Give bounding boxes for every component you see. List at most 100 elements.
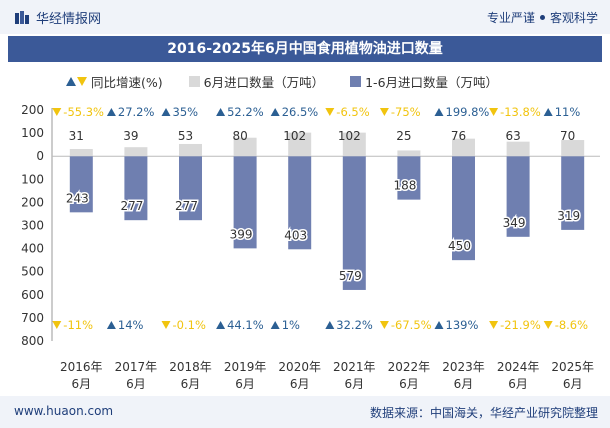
monthly-value-label: 76 (451, 129, 466, 143)
footer-url[interactable]: www.huaon.com (14, 404, 114, 418)
legend-growth-label: 同比增速(%) (91, 75, 163, 90)
top-bar: 华经情报网 专业严谨 客观科学 (0, 0, 610, 34)
x-tick-label: 6月 (181, 377, 201, 391)
legend-monthly: 6月进口数量（万吨） (188, 72, 325, 91)
x-tick-label: 2016年 (60, 360, 103, 374)
cumulative-value-label: 450 (448, 239, 471, 253)
cumulative-value-label: 403 (284, 228, 307, 242)
bar-monthly (342, 132, 366, 157)
footer-source: 数据来源：中国海关，华经产业研究院整理 (369, 406, 598, 420)
legend-growth: 同比增速(%) (66, 72, 163, 91)
y-tick-label: 600 (21, 288, 44, 302)
x-tick-label: 2018年 (169, 360, 212, 374)
monthly-value-label: 102 (338, 129, 361, 143)
growth-monthly-down-icon (52, 108, 62, 116)
monthly-value-label: 102 (283, 129, 306, 143)
x-tick-label: 6月 (399, 377, 419, 391)
growth-monthly-label: 35% (173, 105, 199, 119)
bar-monthly (397, 150, 421, 157)
cumulative-value-label: 349 (503, 216, 526, 230)
bar-monthly (69, 149, 93, 157)
bar-cumulative (397, 156, 421, 200)
cumulative-value-label: 243 (66, 191, 89, 205)
y-tick-label: 300 (21, 219, 44, 233)
growth-monthly-down-icon (379, 108, 389, 116)
growth-monthly-up-icon (216, 108, 226, 116)
bar-cumulative (452, 156, 475, 261)
y-tick-label: 0 (36, 149, 44, 163)
bar-cumulative (179, 156, 202, 221)
growth-monthly-label: -75% (391, 105, 421, 119)
x-tick-label: 6月 (126, 377, 146, 391)
growth-cumulative-label: -8.6% (555, 318, 588, 332)
growth-cumulative-down-icon (161, 321, 171, 329)
y-tick-label: 700 (21, 311, 44, 325)
growth-monthly-label: 11% (555, 105, 581, 119)
x-tick-label: 2021年 (333, 360, 376, 374)
bar-cumulative (124, 156, 148, 221)
cumulative-value-label: 579 (339, 269, 362, 283)
x-tick-label: 2017年 (115, 360, 158, 374)
growth-monthly-up-icon (106, 108, 116, 116)
growth-monthly-up-icon (543, 108, 553, 116)
cumulative-value-label: 277 (120, 199, 143, 213)
chart-title: 2016-2025年6月中国食用植物油进口数量 (8, 36, 602, 62)
growth-cumulative-label: 44.1% (227, 318, 264, 332)
x-tick-label: 2022年 (388, 360, 431, 374)
cumulative-value-label: 188 (393, 179, 416, 193)
growth-monthly-down-icon (325, 108, 335, 116)
growth-monthly-up-icon (434, 108, 444, 116)
bar-cumulative (69, 156, 93, 213)
growth-cumulative-label: -21.9% (500, 318, 541, 332)
legend-cumulative: 1-6月进口数量（万吨） (350, 72, 498, 91)
x-tick-label: 6月 (454, 377, 474, 391)
bar-monthly (506, 141, 530, 157)
triangle-down-icon (77, 77, 87, 86)
monthly-value-label: 70 (560, 129, 575, 143)
cumulative-value-label: 277 (175, 199, 198, 213)
slogan-left: 专业严谨 (486, 11, 535, 25)
x-tick-label: 6月 (508, 377, 528, 391)
growth-cumulative-label: 14% (118, 318, 144, 332)
y-tick-label: 500 (21, 265, 44, 279)
bar-cumulative (506, 156, 530, 237)
y-tick-label: 800 (21, 334, 44, 348)
legend-monthly-label: 6月进口数量（万吨） (203, 75, 325, 90)
footer: www.huaon.com 数据来源：中国海关，华经产业研究院整理 (0, 396, 610, 428)
legend-cumulative-label: 1-6月进口数量（万吨） (365, 75, 499, 90)
x-tick-label: 6月 (235, 377, 255, 391)
growth-cumulative-label: -67.5% (391, 318, 432, 332)
bar-monthly (179, 143, 202, 157)
growth-cumulative-down-icon (543, 321, 553, 329)
y-tick-label: 100 (21, 172, 44, 186)
bar-monthly (288, 132, 312, 157)
legend-monthly-swatch (188, 76, 200, 87)
growth-cumulative-label: -11% (63, 318, 93, 332)
growth-cumulative-up-icon (216, 321, 226, 329)
monthly-value-label: 80 (232, 129, 247, 143)
y-tick-label: 200 (21, 195, 44, 209)
growth-cumulative-up-icon (270, 321, 280, 329)
bar-cumulative (342, 156, 366, 290)
growth-monthly-label: -55.3% (63, 105, 104, 119)
bar-monthly (452, 138, 475, 157)
x-tick-label: 6月 (71, 377, 91, 391)
chart-legend: 同比增速(%) 6月进口数量（万吨） 1-6月进口数量（万吨） (66, 72, 524, 91)
bar-monthly (561, 140, 585, 157)
growth-monthly-down-icon (489, 108, 499, 116)
bar-cumulative (561, 156, 585, 230)
growth-cumulative-up-icon (325, 321, 335, 329)
x-tick-label: 2025年 (551, 360, 594, 374)
cumulative-value-label: 319 (557, 209, 580, 223)
legend-cumulative-swatch (350, 76, 362, 87)
x-tick-label: 6月 (563, 377, 583, 391)
triangle-up-icon (66, 77, 76, 86)
slogan-right: 客观科学 (549, 11, 598, 25)
x-tick-label: 2019年 (224, 360, 267, 374)
growth-monthly-up-icon (270, 108, 280, 116)
bullet-dot-icon (539, 15, 545, 20)
growth-cumulative-label: 1% (282, 318, 300, 332)
x-tick-label: 2020年 (278, 360, 321, 374)
growth-monthly-label: 199.8% (446, 105, 490, 119)
growth-cumulative-label: 32.2% (336, 318, 373, 332)
